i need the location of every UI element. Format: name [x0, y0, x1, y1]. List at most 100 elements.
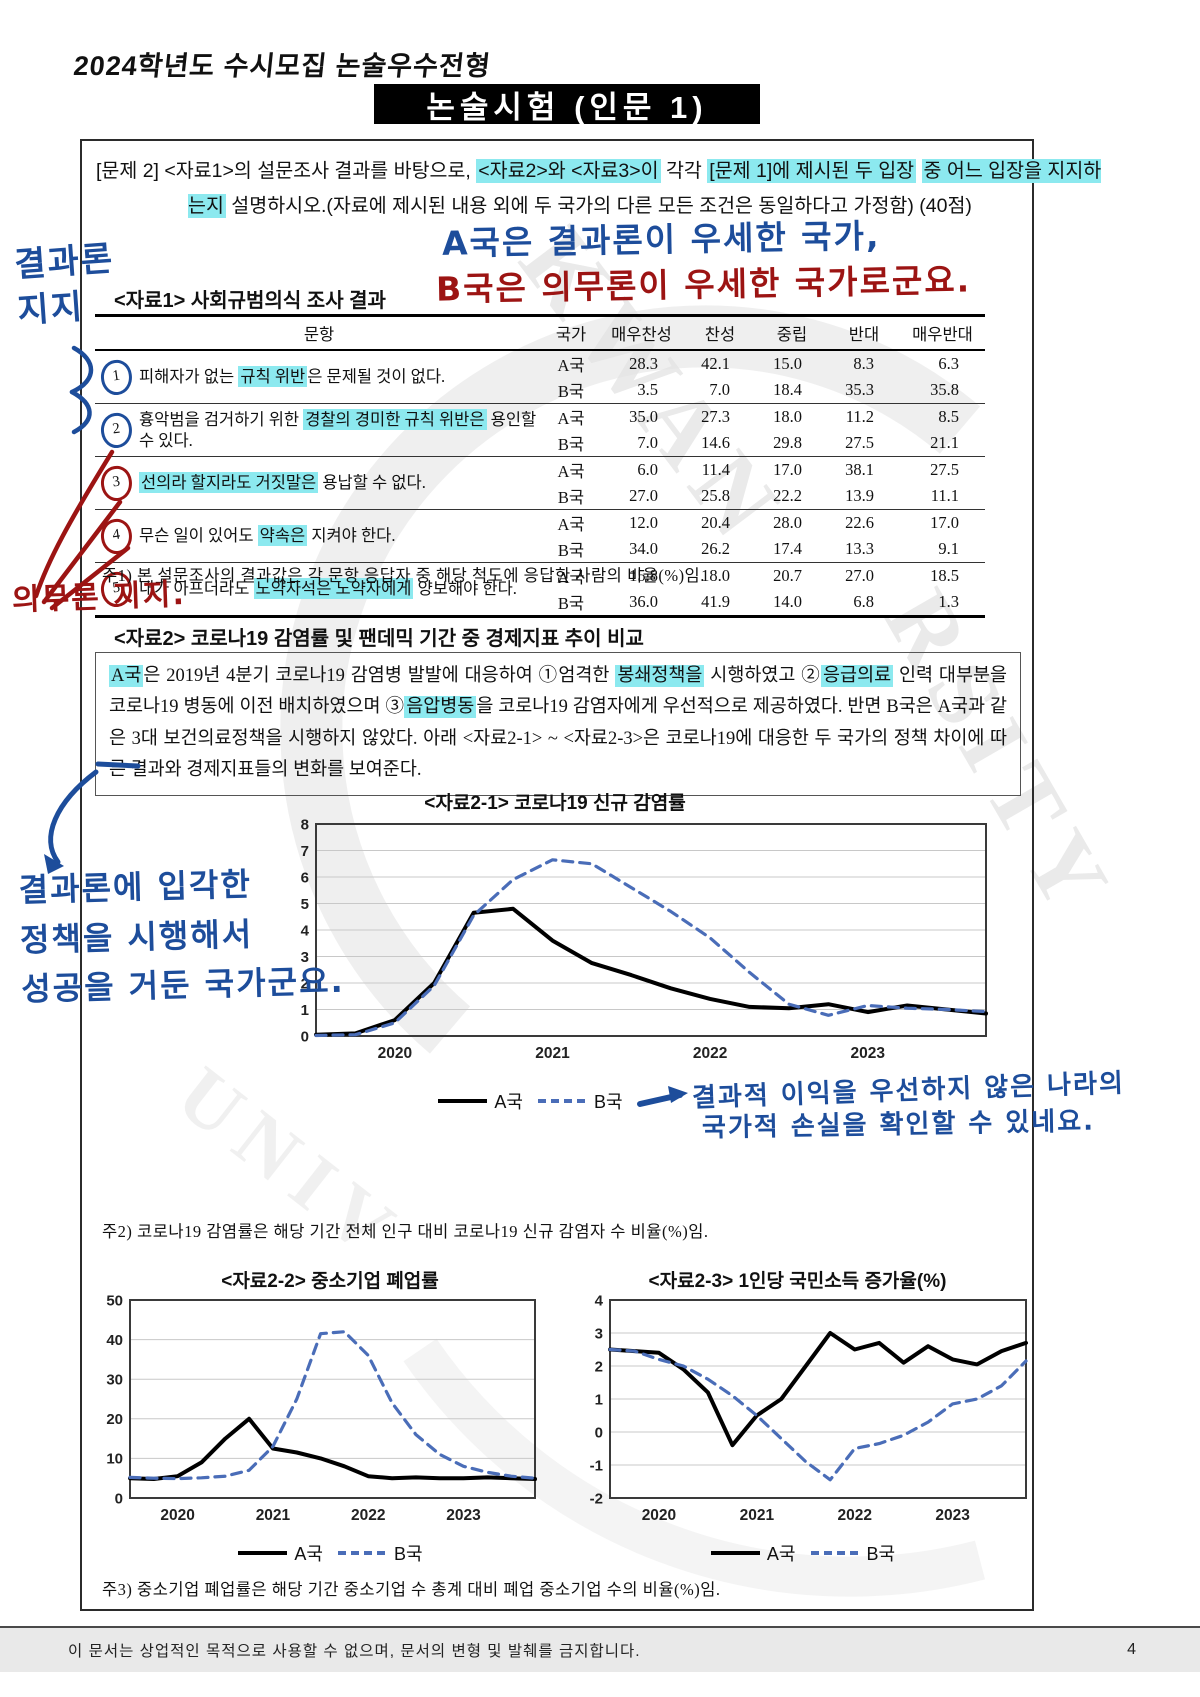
value-cell: 35.0: [599, 403, 684, 430]
country-cell: B국: [557, 488, 585, 507]
text-segment: 설명하시오.(자료에 제시된 내용 외에 두 국가의 다른 모든 조건은 동일하…: [225, 195, 972, 218]
value-cell: 26.2: [701, 539, 730, 558]
highlighted-text: 선의라 할지라도 거짓말은: [139, 472, 319, 494]
value-cell: 22.6: [827, 509, 900, 536]
question-number-cell: 4: [95, 509, 137, 563]
x-tick-label: 2021: [535, 1045, 570, 1062]
value-cell: 18.4: [773, 380, 802, 399]
question-text: 피해자가 없는 규칙 위반 은 문제될 것이 없다.: [137, 350, 543, 404]
value-cell: 41.9: [701, 592, 730, 611]
question-text: 무슨 일이 있어도 약속은 지켜야 한다.: [137, 509, 543, 563]
value-cell: 27.0: [629, 486, 658, 505]
text-segment: 지켜야 한다.: [307, 526, 396, 546]
value-cell: 27.5: [900, 456, 985, 483]
note-3: 주3) 중소기업 폐업률은 해당 기간 중소기업 수 총계 대비 폐업 중소기업…: [102, 1580, 721, 1599]
legend-label-b: B국: [594, 1092, 623, 1112]
exam-program-header: 2024학년도 수시모집 논술우수전형: [72, 51, 493, 81]
legend-line-b-icon: [338, 1551, 387, 1555]
value-cell: 25.8: [701, 486, 730, 505]
text-segment: 무슨 일이 있어도: [139, 526, 258, 546]
highlighted-text: A국: [109, 665, 144, 687]
country-cell: B국: [557, 435, 585, 454]
text-segment: 흉악범을 검거하기 위한: [139, 409, 304, 429]
value-cell: 13.3: [845, 539, 874, 558]
y-tick-label: 3: [595, 1325, 603, 1342]
handwriting-deontology-support: 의무론 지지.: [11, 576, 187, 619]
text-segment: [916, 160, 921, 182]
country-cell: B국: [557, 594, 585, 613]
value-cell: 7.0: [637, 433, 658, 452]
source2-title: <자료2> 코로나19 감염률 및 팬데믹 기간 중 경제지표 추이 비교: [114, 628, 644, 650]
value-cell: 35.8: [930, 380, 959, 399]
table-row: 4 무슨 일이 있어도 약속은 지켜야 한다. A국 12.0 20.4 28.0 22.6…: [95, 509, 985, 563]
exam-title-bar: 논술시험 (인문 1): [374, 84, 760, 125]
value-cell: 20.4: [683, 509, 756, 536]
x-tick-label: 2022: [837, 1507, 871, 1524]
x-tick-label: 2021: [256, 1507, 291, 1524]
value-cell: 17.4: [773, 539, 802, 558]
legend-line-a-icon: [238, 1551, 288, 1555]
chart3-title: <자료2-3> 1인당 국민소득 증가율(%): [648, 1271, 947, 1292]
value-cell: 12.0: [599, 509, 684, 536]
x-tick-label: 2022: [351, 1507, 385, 1524]
text-segment: 시행하였고 ②: [704, 666, 822, 686]
legend-item-a: A국: [437, 1088, 523, 1114]
y-tick-label: 4: [595, 1292, 604, 1309]
legend-line-a-icon: [438, 1099, 488, 1103]
value-cell: 18.0: [755, 403, 828, 430]
value-cell: 8.5: [900, 403, 985, 430]
legend-item-b: B국: [537, 1088, 623, 1114]
x-tick-label: 2023: [446, 1507, 481, 1524]
survey-col-header: 매우반대: [900, 314, 985, 351]
question-number-cell: 3: [95, 456, 137, 510]
y-tick-label: 2: [595, 1358, 603, 1375]
survey-col-header: 찬성: [683, 314, 756, 351]
chart1-title: <자료2-1> 코로나19 신규 감염률: [424, 793, 686, 814]
y-tick-label: -2: [590, 1490, 603, 1507]
legend-label-a: A국: [494, 1092, 523, 1112]
text-segment: 내가 아프더라도: [139, 579, 254, 599]
handwriting-country-a-note: A국은 결과론이 우세한 국가,: [441, 216, 881, 263]
note-2: 주2) 코로나19 감염률은 해당 기간 전체 인구 대비 코로나19 신규 감…: [102, 1222, 709, 1241]
table-row: 3 선의라 할지라도 거짓말은 용납할 수 없다. A국 6.0 11.4 17.0 38.…: [95, 456, 985, 510]
value-cell: 42.1: [701, 354, 730, 373]
value-cell: 36.0: [629, 592, 658, 611]
value-cell: 20.7: [755, 562, 828, 589]
y-tick-label: 0: [595, 1424, 603, 1441]
question-text: 선의라 할지라도 거짓말은 용납할 수 없다.: [137, 456, 543, 510]
source1-title: <자료1> 사회규범의식 조사 결과: [114, 290, 386, 312]
legend-line-b-icon: [810, 1551, 860, 1555]
question-text: 흉악범을 검거하기 위한 경찰의 경미한 규칙 위반은 용인할 수 있다.: [137, 403, 543, 457]
value-cell: 27.5: [845, 433, 874, 452]
table-row: 1 피해자가 없는 규칙 위반 은 문제될 것이 없다. A국 28.3 42.1 15.0…: [95, 350, 985, 397]
series-line-A국: [608, 1331, 1028, 1448]
y-tick-label: 8: [301, 816, 309, 833]
value-cell: 9.1: [938, 539, 959, 558]
hand-drawn-circle-red: 4: [98, 516, 134, 556]
value-cell: 15.0: [773, 354, 802, 373]
y-tick-label: -1: [590, 1457, 603, 1474]
x-tick-label: 2022: [693, 1045, 727, 1062]
country-cell: A국: [543, 403, 599, 430]
value-cell: 18.5: [900, 562, 985, 589]
legend-line-b-icon: [538, 1099, 587, 1103]
series-line-B국: [608, 1347, 1028, 1482]
y-tick-label: 0: [301, 1028, 309, 1045]
source2-box: A국 은 2019년 4분기 코로나19 감염병 발발에 대응하여 ①엄격한 봉쇄…: [95, 652, 1021, 796]
value-cell: 6.0: [599, 456, 684, 483]
survey-col-header: 반대: [827, 314, 900, 351]
chart3-legend: A국 B국: [575, 1540, 1030, 1566]
value-cell: 21.1: [930, 433, 959, 452]
handwriting-chart-note-line2: 국가적 손실을 확인할 수 있네요.: [701, 1106, 1096, 1144]
footer-note: 이 문서는 상업적인 목적으로 사용할 수 없으며, 문서의 변형 및 발췌를 …: [68, 1643, 641, 1660]
y-tick-label: 1: [595, 1391, 603, 1408]
highlighted-text: 봉쇄정책을: [615, 665, 705, 687]
exam-title: 논술시험 (인문 1): [426, 89, 708, 125]
highlighted-text: 약속은: [257, 525, 308, 547]
survey-col-header: 문항: [95, 314, 543, 351]
hand-drawn-circle-blue: 2: [98, 410, 134, 450]
highlighted-text: [문제 1]에 제시된 두 입장: [707, 159, 917, 183]
x-tick-label: 2020: [378, 1045, 412, 1062]
value-cell: 35.3: [845, 380, 874, 399]
legend-label-a: A국: [294, 1544, 323, 1564]
